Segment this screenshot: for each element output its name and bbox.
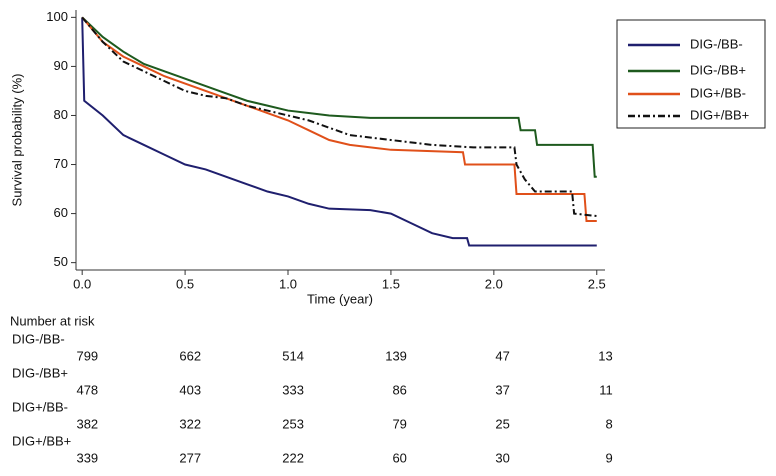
y-tick-label: 100 bbox=[46, 9, 68, 24]
risk-count: 277 bbox=[179, 450, 201, 465]
legend-label: DIG-/BB- bbox=[690, 36, 743, 51]
x-axis-label: Time (year) bbox=[307, 291, 373, 306]
risk-count: 322 bbox=[179, 416, 201, 431]
risk-count: 253 bbox=[282, 416, 304, 431]
risk-count: 222 bbox=[282, 450, 304, 465]
risk-count: 47 bbox=[495, 348, 509, 363]
risk-count: 139 bbox=[385, 348, 407, 363]
risk-count: 37 bbox=[495, 382, 509, 397]
x-tick-label: 2.5 bbox=[588, 276, 606, 291]
x-tick-label: 1.5 bbox=[382, 276, 400, 291]
x-tick-label: 1.0 bbox=[279, 276, 297, 291]
survival-curve bbox=[81, 16, 597, 218]
risk-count: 30 bbox=[495, 450, 509, 465]
legend-label: DIG+/BB+ bbox=[690, 107, 749, 122]
survival-curve bbox=[81, 17, 597, 247]
y-tick-label: 90 bbox=[54, 58, 68, 73]
survival-curve bbox=[81, 16, 597, 222]
survival-curve bbox=[81, 16, 597, 178]
risk-count: 339 bbox=[76, 450, 98, 465]
x-tick-label: 0.5 bbox=[176, 276, 194, 291]
risk-group-name: DIG+/BB- bbox=[12, 399, 68, 414]
y-tick-label: 70 bbox=[54, 156, 68, 171]
risk-count: 9 bbox=[606, 450, 613, 465]
risk-table-title: Number at risk bbox=[10, 313, 95, 328]
risk-count: 11 bbox=[599, 382, 613, 397]
risk-count: 478 bbox=[76, 382, 98, 397]
x-tick-label: 0.0 bbox=[73, 276, 91, 291]
y-tick-label: 80 bbox=[54, 107, 68, 122]
risk-count: 25 bbox=[495, 416, 509, 431]
legend-box bbox=[616, 19, 766, 129]
legend-label: DIG-/BB+ bbox=[690, 62, 746, 77]
y-tick-label: 50 bbox=[54, 254, 68, 269]
risk-count: 662 bbox=[179, 348, 201, 363]
risk-count: 79 bbox=[392, 416, 406, 431]
risk-group-name: DIG+/BB+ bbox=[12, 433, 71, 448]
risk-count: 60 bbox=[392, 450, 406, 465]
risk-count: 13 bbox=[598, 348, 612, 363]
risk-count: 382 bbox=[76, 416, 98, 431]
risk-count: 86 bbox=[392, 382, 406, 397]
legend-label: DIG+/BB- bbox=[690, 85, 746, 100]
risk-count: 8 bbox=[606, 416, 613, 431]
y-axis-label: Survival probability (%) bbox=[9, 74, 24, 207]
risk-group-name: DIG-/BB- bbox=[12, 331, 65, 346]
risk-count: 333 bbox=[282, 382, 304, 397]
risk-count: 799 bbox=[76, 348, 98, 363]
risk-count: 403 bbox=[179, 382, 201, 397]
x-tick-label: 2.0 bbox=[485, 276, 503, 291]
risk-group-name: DIG-/BB+ bbox=[12, 365, 68, 380]
risk-count: 514 bbox=[282, 348, 304, 363]
y-tick-label: 60 bbox=[54, 205, 68, 220]
